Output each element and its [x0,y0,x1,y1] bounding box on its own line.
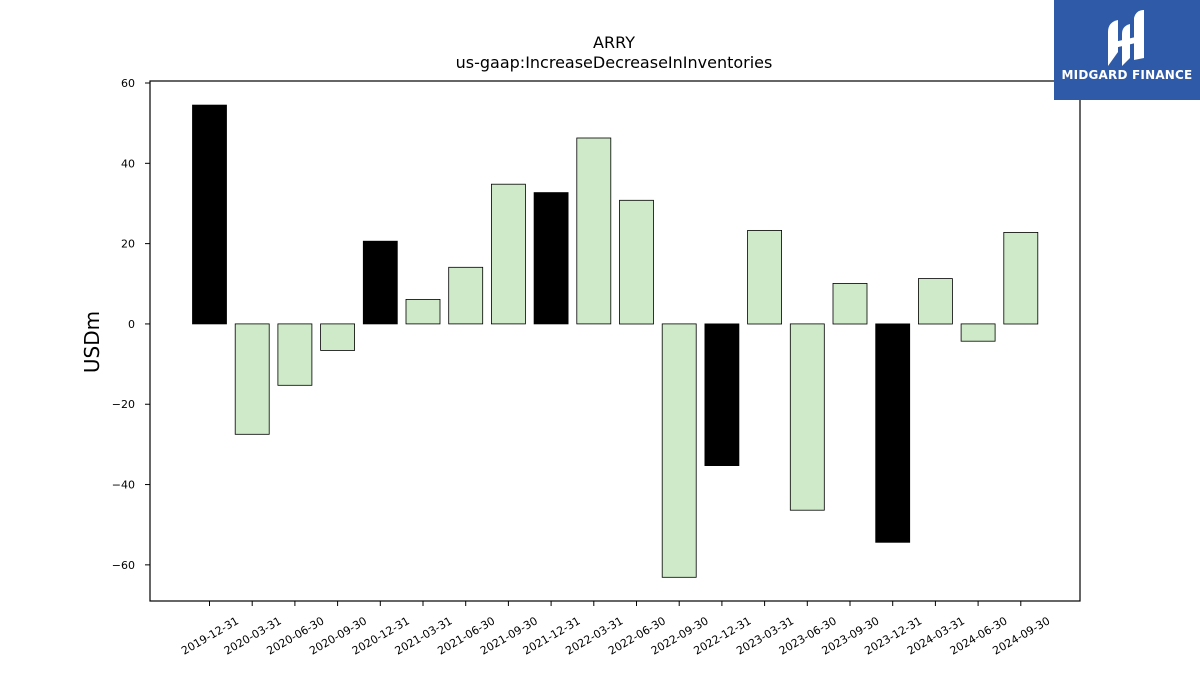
bar-2019-12-31 [192,104,227,325]
y-tick-label: −60 [112,559,135,572]
bar-2022-03-31 [576,137,612,325]
plot-frame [149,80,1081,602]
bar-2021-09-30 [490,183,526,325]
bar-2020-06-30 [277,323,313,386]
bar-2024-09-30 [1003,231,1039,325]
bar-2023-03-31 [747,229,782,325]
bar-2020-12-31 [362,240,398,325]
bar-2021-12-31 [533,192,569,325]
bar-2022-06-30 [619,199,654,325]
bars-layer [192,104,1039,578]
bar-2024-03-31 [918,278,953,325]
y-tick-label: 20 [121,238,135,251]
x-axis: 2019-12-312020-03-312020-06-302020-09-30… [179,601,1052,658]
bar-2020-03-31 [234,323,270,435]
bar-2024-06-30 [960,323,996,342]
brand-logo: MIDGARD FINANCE [1054,0,1200,100]
y-axis: 60 40 20 0 −20 −40 −60 [112,77,150,572]
bar-2023-09-30 [832,282,868,325]
bar-2023-06-30 [789,323,825,511]
y-axis-label: USDm [80,311,104,373]
bar-2023-12-31 [875,323,911,543]
bar-2022-09-30 [661,323,697,578]
y-tick-label: 40 [121,157,135,170]
bar-2021-03-31 [405,298,441,325]
bar-2020-09-30 [320,323,356,351]
bar-2021-06-30 [448,266,484,325]
logo-text: MIDGARD FINANCE [1061,68,1193,82]
chart-title: ARRY [593,33,635,52]
y-tick-label: −20 [112,398,135,411]
y-tick-label: −40 [112,479,135,492]
y-tick-label: 60 [121,77,135,90]
bar-2022-12-31 [704,323,740,466]
y-tick-label: 0 [128,318,135,331]
midgard-logo-icon [1108,10,1144,66]
chart-subtitle: us-gaap:IncreaseDecreaseInInventories [456,53,773,72]
